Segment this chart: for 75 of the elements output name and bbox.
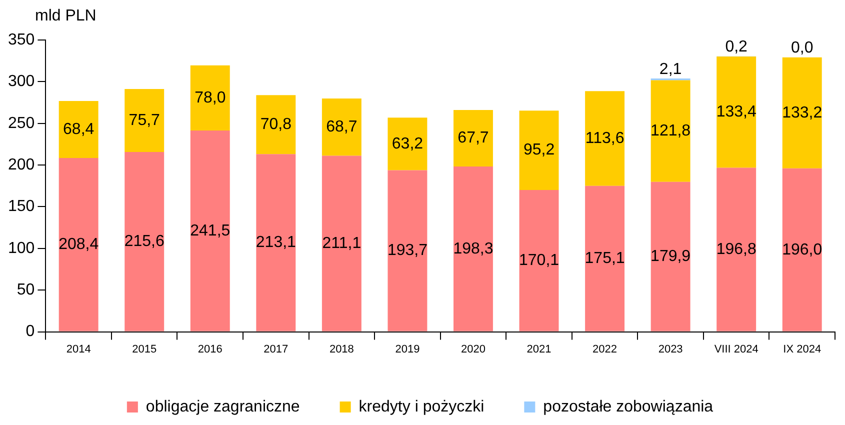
- x-tick-label: 2023: [658, 343, 683, 356]
- bar: [58, 158, 98, 332]
- y-tick-label: 50: [16, 282, 35, 299]
- y-tick-label: 200: [8, 156, 35, 174]
- data-label: 0,0: [790, 40, 814, 57]
- bar: [585, 91, 625, 186]
- data-label: 121,8: [650, 122, 691, 140]
- data-label: 211,1: [322, 234, 362, 252]
- y-tick-label: 250: [8, 114, 35, 132]
- y-tick-label: 0: [26, 323, 35, 340]
- y-tick-label: 300: [8, 73, 35, 90]
- data-label: 133,4: [716, 104, 756, 121]
- x-tick-label: 2017: [264, 343, 288, 356]
- data-label: 215,6: [124, 233, 164, 250]
- data-label: 196,8: [716, 240, 756, 258]
- bar: [782, 57, 822, 168]
- x-tick-label: VIII 2024: [714, 343, 758, 356]
- data-label: 75,7: [128, 112, 160, 129]
- bar: [650, 182, 690, 332]
- x-tick-label: 2019: [395, 343, 420, 356]
- data-label: 170,1: [518, 252, 560, 270]
- x-tick-label: IX 2024: [783, 343, 822, 356]
- data-label: 63,2: [392, 135, 424, 152]
- data-label: 175,1: [584, 250, 625, 267]
- data-label: 179,9: [650, 248, 691, 265]
- x-tick-label: 2016: [198, 343, 222, 356]
- bar: [585, 186, 625, 332]
- bar: [256, 95, 296, 154]
- y-tick-label: 350: [8, 31, 35, 48]
- bar: [322, 98, 362, 156]
- x-tick-label: 2021: [526, 343, 552, 356]
- x-tick-label: 2015: [132, 343, 157, 356]
- legend-label: pozostałe zobowiązania: [543, 398, 714, 416]
- data-label: 198,3: [453, 240, 494, 258]
- data-label: 68,7: [326, 118, 358, 136]
- bar: [650, 80, 690, 182]
- data-label: 193,7: [387, 242, 428, 260]
- data-label: 208,4: [58, 236, 99, 254]
- bar: [454, 166, 493, 332]
- legend-label: kredyty i pożyczki: [358, 398, 484, 416]
- data-label: 213,1: [256, 234, 296, 252]
- y-axis-title: mld PLN: [35, 7, 96, 24]
- x-tick-label: 2014: [66, 343, 91, 356]
- data-label: 95,2: [523, 142, 555, 159]
- bar: [124, 152, 164, 332]
- bar: [256, 154, 296, 332]
- data-label: 0,2: [725, 38, 748, 56]
- bar: [519, 110, 559, 190]
- bar: [388, 170, 428, 332]
- bar: [716, 168, 756, 332]
- bar: [454, 110, 493, 166]
- bar: [716, 56, 756, 168]
- data-label: 2,1: [659, 60, 682, 78]
- data-label: 68,4: [63, 120, 94, 138]
- bar: [388, 118, 428, 170]
- data-label: 70,8: [260, 116, 292, 134]
- legend-label: obligacje zagraniczne: [146, 398, 300, 416]
- x-tick-label: 2020: [460, 343, 486, 356]
- y-tick-label: 100: [8, 240, 35, 257]
- data-label: 196,0: [782, 241, 822, 258]
- x-tick-label: 2022: [592, 343, 618, 356]
- bar: [782, 168, 822, 332]
- bar: [124, 88, 164, 152]
- data-label: 113,6: [585, 130, 624, 147]
- bar: [58, 101, 98, 158]
- data-label: 78,0: [194, 89, 226, 106]
- bar: [322, 156, 362, 332]
- bar: [190, 65, 230, 130]
- y-tick-label: 150: [8, 198, 35, 216]
- data-label: 241,5: [190, 222, 230, 240]
- data-label: 67,7: [458, 130, 489, 147]
- x-tick-label: 2018: [329, 343, 354, 356]
- bar: [190, 130, 230, 332]
- data-label: 133,2: [782, 104, 822, 122]
- bar: [519, 190, 559, 332]
